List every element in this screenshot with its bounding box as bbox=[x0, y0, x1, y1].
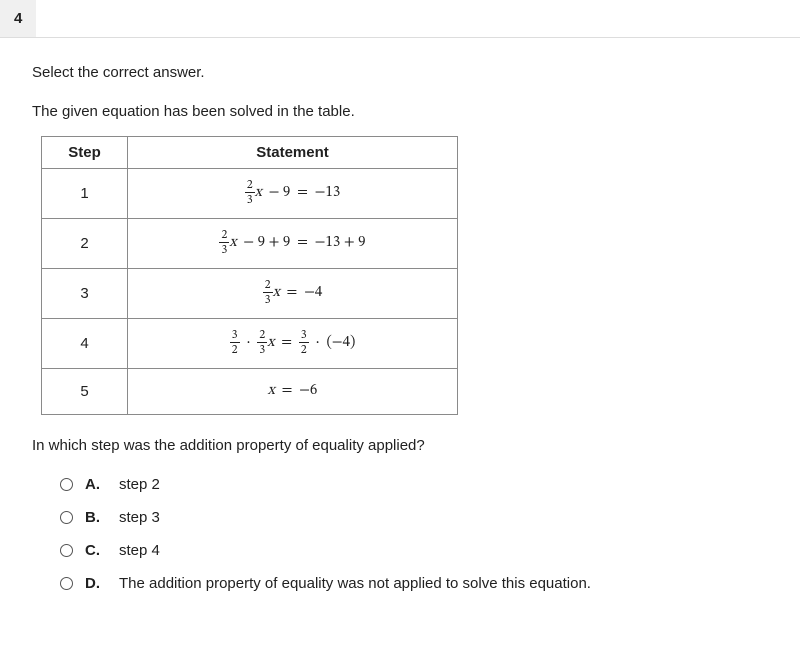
equation-step-4: 32·23x=32·(−4) bbox=[230, 335, 356, 350]
question-number-badge: 4 bbox=[0, 0, 36, 38]
followup-question: In which step was the addition property … bbox=[32, 437, 770, 454]
col-header-statement: Statement bbox=[128, 137, 458, 169]
step-number: 1 bbox=[42, 169, 128, 219]
option-letter: D. bbox=[85, 575, 107, 592]
solution-table: Step Statement 1 23x− 9=−13 2 23x− 9 + 9… bbox=[41, 136, 458, 415]
option-letter: A. bbox=[85, 476, 107, 493]
option-label: step 3 bbox=[119, 509, 160, 526]
option-c[interactable]: C. step 4 bbox=[60, 542, 770, 559]
statement-cell: 32·23x=32·(−4) bbox=[128, 319, 458, 369]
option-b[interactable]: B. step 3 bbox=[60, 509, 770, 526]
statement-cell: 23x− 9=−13 bbox=[128, 169, 458, 219]
table-row: 2 23x− 9 + 9=−13 + 9 bbox=[42, 219, 458, 269]
question-body: Select the correct answer. The given equ… bbox=[0, 38, 800, 626]
statement-cell: 23x=−4 bbox=[128, 269, 458, 319]
equation-step-2: 23x− 9 + 9=−13 + 9 bbox=[219, 235, 365, 250]
step-number: 3 bbox=[42, 269, 128, 319]
step-number: 4 bbox=[42, 319, 128, 369]
equation-step-1: 23x− 9=−13 bbox=[245, 185, 341, 200]
table-row: 5 x=−6 bbox=[42, 369, 458, 415]
table-row: 3 23x=−4 bbox=[42, 269, 458, 319]
option-letter: B. bbox=[85, 509, 107, 526]
step-number: 2 bbox=[42, 219, 128, 269]
answer-options: A. step 2 B. step 3 C. step 4 D. The add… bbox=[60, 476, 770, 592]
option-a[interactable]: A. step 2 bbox=[60, 476, 770, 493]
option-label: step 2 bbox=[119, 476, 160, 493]
statement-cell: 23x− 9 + 9=−13 + 9 bbox=[128, 219, 458, 269]
option-letter: C. bbox=[85, 542, 107, 559]
option-d[interactable]: D. The addition property of equality was… bbox=[60, 575, 770, 592]
option-label: step 4 bbox=[119, 542, 160, 559]
option-label: The addition property of equality was no… bbox=[119, 575, 591, 592]
radio-icon[interactable] bbox=[60, 544, 73, 557]
step-number: 5 bbox=[42, 369, 128, 415]
radio-icon[interactable] bbox=[60, 478, 73, 491]
table-row: 4 32·23x=32·(−4) bbox=[42, 319, 458, 369]
stem-text: The given equation has been solved in th… bbox=[32, 103, 770, 120]
table-header-row: Step Statement bbox=[42, 137, 458, 169]
equation-step-3: 23x=−4 bbox=[263, 285, 323, 300]
radio-icon[interactable] bbox=[60, 577, 73, 590]
statement-cell: x=−6 bbox=[128, 369, 458, 415]
instruction-text: Select the correct answer. bbox=[32, 64, 770, 81]
radio-icon[interactable] bbox=[60, 511, 73, 524]
equation-step-5: x=−6 bbox=[268, 383, 318, 398]
col-header-step: Step bbox=[42, 137, 128, 169]
table-row: 1 23x− 9=−13 bbox=[42, 169, 458, 219]
